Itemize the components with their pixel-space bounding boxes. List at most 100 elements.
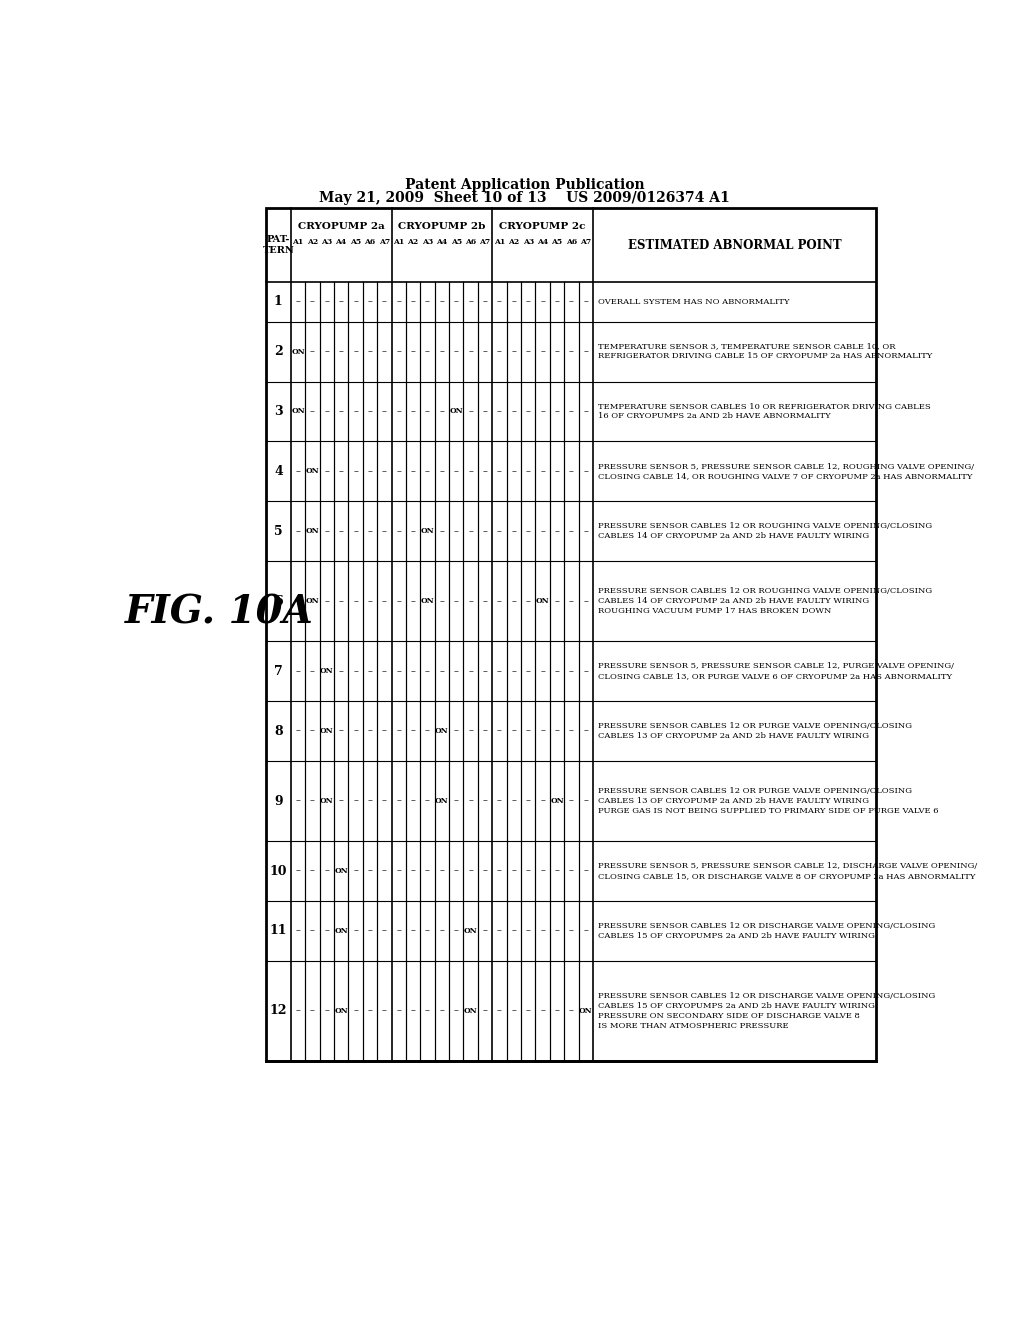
Text: –: –	[339, 597, 344, 606]
Text: –: –	[468, 467, 473, 477]
Text: –: –	[497, 727, 502, 735]
Text: –: –	[396, 866, 401, 875]
Text: A3: A3	[522, 238, 534, 246]
Text: –: –	[310, 927, 314, 936]
Text: –: –	[382, 727, 387, 735]
Text: –: –	[454, 1006, 459, 1015]
Text: –: –	[339, 407, 344, 416]
Text: –: –	[339, 727, 344, 735]
Text: A7: A7	[379, 238, 390, 246]
Text: A5: A5	[552, 238, 562, 246]
Text: ON: ON	[450, 408, 463, 416]
Text: –: –	[368, 866, 373, 875]
Text: –: –	[353, 347, 358, 356]
Text: 8: 8	[274, 725, 283, 738]
Text: –: –	[439, 347, 444, 356]
Text: –: –	[353, 527, 358, 536]
Text: 1: 1	[274, 296, 283, 308]
Text: –: –	[368, 297, 373, 306]
Text: –: –	[353, 1006, 358, 1015]
Text: –: –	[454, 796, 459, 805]
Text: –: –	[468, 597, 473, 606]
Text: –: –	[555, 927, 559, 936]
Text: 11: 11	[269, 924, 287, 937]
Text: –: –	[468, 407, 473, 416]
Text: –: –	[296, 927, 300, 936]
Text: –: –	[541, 347, 545, 356]
Text: PRESSURE SENSOR 5, PRESSURE SENSOR CABLE 12, DISCHARGE VALVE OPENING/
CLOSING CA: PRESSURE SENSOR 5, PRESSURE SENSOR CABLE…	[598, 862, 977, 880]
Text: –: –	[454, 727, 459, 735]
Text: –: –	[584, 796, 588, 805]
Text: –: –	[525, 407, 530, 416]
Text: –: –	[439, 927, 444, 936]
Text: –: –	[411, 866, 416, 875]
Text: A7: A7	[581, 238, 592, 246]
Text: A3: A3	[322, 238, 333, 246]
Text: –: –	[511, 1006, 516, 1015]
Text: –: –	[368, 1006, 373, 1015]
Text: –: –	[584, 347, 588, 356]
Text: –: –	[353, 407, 358, 416]
Text: –: –	[468, 667, 473, 676]
Text: –: –	[541, 866, 545, 875]
Text: –: –	[541, 796, 545, 805]
Text: –: –	[584, 667, 588, 676]
Text: –: –	[382, 597, 387, 606]
Text: –: –	[511, 297, 516, 306]
Text: ON: ON	[291, 347, 305, 355]
Text: –: –	[482, 667, 487, 676]
Text: –: –	[555, 527, 559, 536]
Text: –: –	[555, 407, 559, 416]
Text: –: –	[569, 527, 573, 536]
Text: ON: ON	[435, 797, 449, 805]
Text: A2: A2	[307, 238, 317, 246]
Text: –: –	[411, 796, 416, 805]
Text: –: –	[439, 597, 444, 606]
Text: TEMPERATURE SENSOR CABLES 10 OR REFRIGERATOR DRIVING CABLES
16 OF CRYOPUMPS 2a A: TEMPERATURE SENSOR CABLES 10 OR REFRIGER…	[598, 403, 931, 420]
Text: 4: 4	[274, 465, 283, 478]
Text: –: –	[296, 667, 300, 676]
Text: 3: 3	[274, 405, 283, 418]
Text: 10: 10	[269, 865, 287, 878]
Text: May 21, 2009  Sheet 10 of 13    US 2009/0126374 A1: May 21, 2009 Sheet 10 of 13 US 2009/0126…	[319, 191, 730, 205]
Text: –: –	[411, 727, 416, 735]
Text: ON: ON	[319, 667, 334, 676]
Text: –: –	[525, 297, 530, 306]
Text: CRYOPUMP 2a: CRYOPUMP 2a	[298, 222, 384, 231]
Text: –: –	[497, 297, 502, 306]
Text: PRESSURE SENSOR CABLES 12 OR DISCHARGE VALVE OPENING/CLOSING
CABLES 15 OF CRYOPU: PRESSURE SENSOR CABLES 12 OR DISCHARGE V…	[598, 993, 935, 1030]
Text: –: –	[482, 796, 487, 805]
Text: –: –	[310, 727, 314, 735]
Text: –: –	[555, 597, 559, 606]
Text: –: –	[541, 297, 545, 306]
Text: –: –	[296, 467, 300, 477]
Text: –: –	[569, 407, 573, 416]
Text: 7: 7	[274, 665, 283, 677]
Text: –: –	[525, 927, 530, 936]
Text: –: –	[382, 527, 387, 536]
Text: –: –	[411, 347, 416, 356]
Text: –: –	[325, 597, 329, 606]
Text: –: –	[555, 1006, 559, 1015]
Text: –: –	[525, 467, 530, 477]
Text: ON: ON	[421, 528, 434, 536]
Text: –: –	[584, 467, 588, 477]
Text: ON: ON	[305, 597, 319, 606]
Text: –: –	[339, 467, 344, 477]
Text: –: –	[541, 527, 545, 536]
Text: –: –	[411, 597, 416, 606]
Text: –: –	[353, 667, 358, 676]
Text: –: –	[325, 1006, 329, 1015]
Text: –: –	[411, 467, 416, 477]
Text: A2: A2	[508, 238, 519, 246]
Text: –: –	[569, 866, 573, 875]
Text: –: –	[382, 467, 387, 477]
Text: –: –	[396, 796, 401, 805]
Text: –: –	[569, 347, 573, 356]
Text: TEMPERATURE SENSOR 3, TEMPERATURE SENSOR CABLE 10, OR
REFRIGERATOR DRIVING CABLE: TEMPERATURE SENSOR 3, TEMPERATURE SENSOR…	[598, 343, 932, 360]
Text: –: –	[482, 297, 487, 306]
Text: –: –	[584, 866, 588, 875]
Text: –: –	[310, 796, 314, 805]
Bar	[266, 209, 876, 1061]
Text: –: –	[482, 467, 487, 477]
